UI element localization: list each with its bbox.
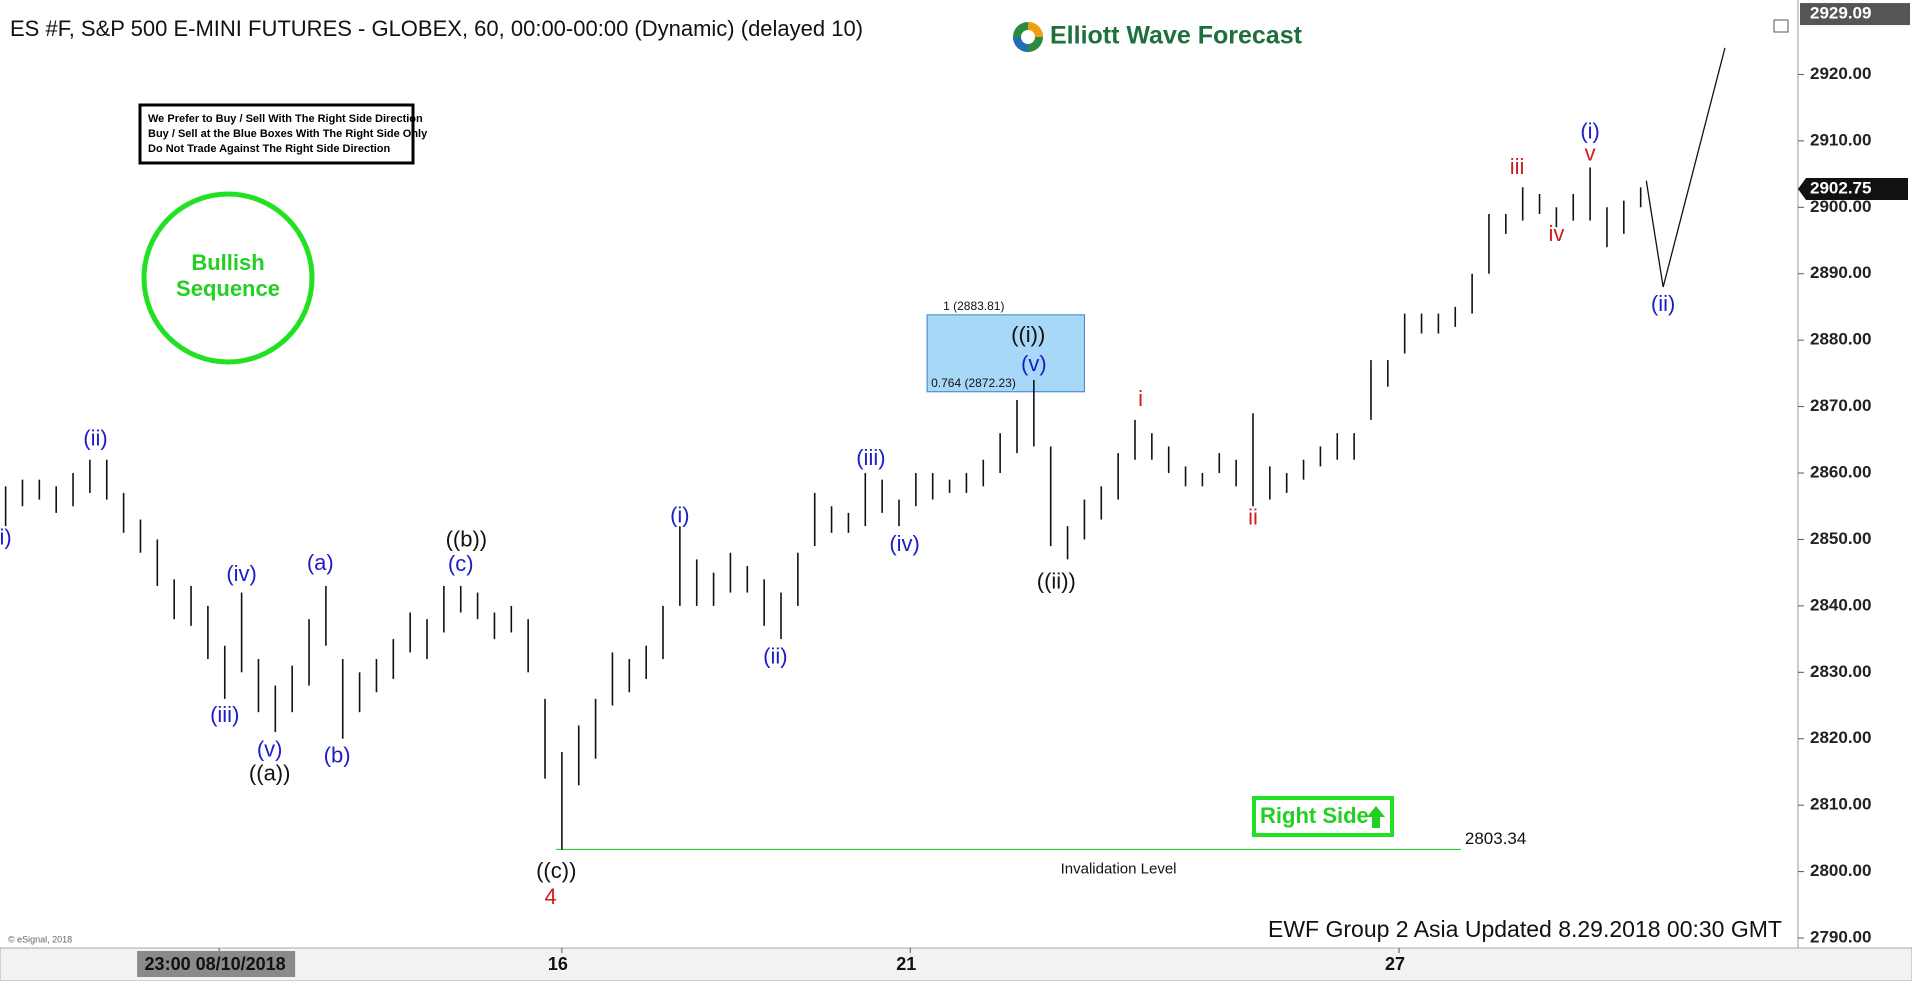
x-tick-highlight: [137, 951, 296, 977]
wave-label: (ii): [1651, 291, 1675, 316]
note-box: [138, 103, 415, 165]
fib-box: [926, 314, 1085, 393]
wave-label: ((a)): [249, 760, 291, 785]
note-line: Buy / Sell at the Blue Boxes With The Ri…: [148, 128, 428, 140]
x-tick-label: 21: [896, 954, 916, 974]
y-tick-label: 2920.00: [1810, 64, 1871, 83]
wave-label: (i): [1580, 119, 1600, 144]
logo-icon: [1021, 30, 1035, 44]
x-tick-label: 23:00 08/10/2018: [145, 954, 286, 974]
y-tick-label: 2910.00: [1810, 130, 1871, 149]
wave-label: 4: [545, 884, 557, 909]
y-tick-label: 2890.00: [1810, 263, 1871, 282]
wave-label: iv: [1548, 221, 1564, 246]
x-axis-bar: [0, 947, 1912, 981]
footer: EWF Group 2 Asia Updated 8.29.2018 00:30…: [1268, 916, 1782, 942]
wave-label: v: [1585, 141, 1596, 166]
chart-title: ES #F, S&P 500 E-MINI FUTURES - GLOBEX, …: [10, 16, 863, 41]
wave-label: (v): [257, 737, 283, 762]
wave-label: (c): [448, 551, 474, 576]
y-tick-label: 2810.00: [1810, 795, 1871, 814]
wave-label: (ii): [83, 426, 107, 451]
logo: Elliott Wave Forecast: [1013, 22, 1303, 52]
y-tick-label: 2840.00: [1810, 595, 1871, 614]
wave-label: (v): [1021, 351, 1047, 376]
x-tick-label: 16: [548, 954, 568, 974]
wave-label: (iii): [856, 445, 885, 470]
right-side-arrow: [1367, 806, 1385, 828]
y-tick-label: 2830.00: [1810, 662, 1871, 681]
wave-label: (i): [670, 503, 690, 528]
y-tick-label: 2860.00: [1810, 463, 1871, 482]
wave-label: ((c)): [536, 858, 576, 883]
badge-text: Sequence: [176, 276, 280, 301]
x-tick-label: 27: [1385, 954, 1405, 974]
badge-text: Bullish: [191, 250, 264, 275]
y-tick-label: 2790.00: [1810, 928, 1871, 947]
y-tick-label: 2870.00: [1810, 396, 1871, 415]
wave-label: (iv): [226, 561, 257, 586]
wave-label: ii: [1248, 505, 1258, 530]
wave-label: (iii): [210, 702, 239, 727]
note-line: Do Not Trade Against The Right Side Dire…: [148, 143, 391, 155]
y-tick-label: 2900.00: [1810, 197, 1871, 216]
logo-text: Elliott Wave Forecast: [1050, 22, 1303, 50]
projection-line: [1645, 47, 1726, 288]
wave-label: iii: [1510, 154, 1525, 179]
right-side-text: Right Side: [1260, 803, 1369, 828]
last-price: 2902.75: [1810, 179, 1871, 198]
wave-label: (a): [307, 550, 334, 575]
top-price-tag: [1800, 3, 1910, 26]
wave-label: (ii): [763, 644, 787, 669]
copyright: © eSignal, 2018: [8, 934, 72, 944]
wave-label: ((i)): [1011, 322, 1045, 347]
y-tick-label: 2820.00: [1810, 728, 1871, 747]
wave-label: i): [0, 525, 12, 550]
window-icon[interactable]: [1773, 19, 1789, 33]
fib-label: 0.764 (2872.23): [931, 376, 1016, 390]
last-price-tag: [1798, 178, 1908, 201]
wave-label: i: [1138, 386, 1143, 411]
wave-label: (iv): [889, 531, 920, 556]
y-tick-label: 2800.00: [1810, 861, 1871, 880]
wave-label: ((ii)): [1037, 568, 1076, 593]
invalidation-label: Invalidation Level: [1061, 860, 1177, 877]
wave-label: ((b)): [446, 527, 488, 552]
plot: 2790.00 2800.00 2810.00 2820.00 2830.00 2840.…: [0, 47, 1871, 977]
y-tick-label: 2880.00: [1810, 330, 1871, 349]
wave-label: (b): [324, 742, 351, 767]
invalidation-value: 2803.34: [1465, 829, 1526, 848]
top-price: 2929.09: [1810, 4, 1871, 23]
badge-circle: [141, 191, 315, 365]
y-tick-label: 2850.00: [1810, 529, 1871, 548]
note-line: We Prefer to Buy / Sell With The Right S…: [148, 113, 423, 125]
fib-label: 1 (2883.81): [943, 299, 1004, 313]
